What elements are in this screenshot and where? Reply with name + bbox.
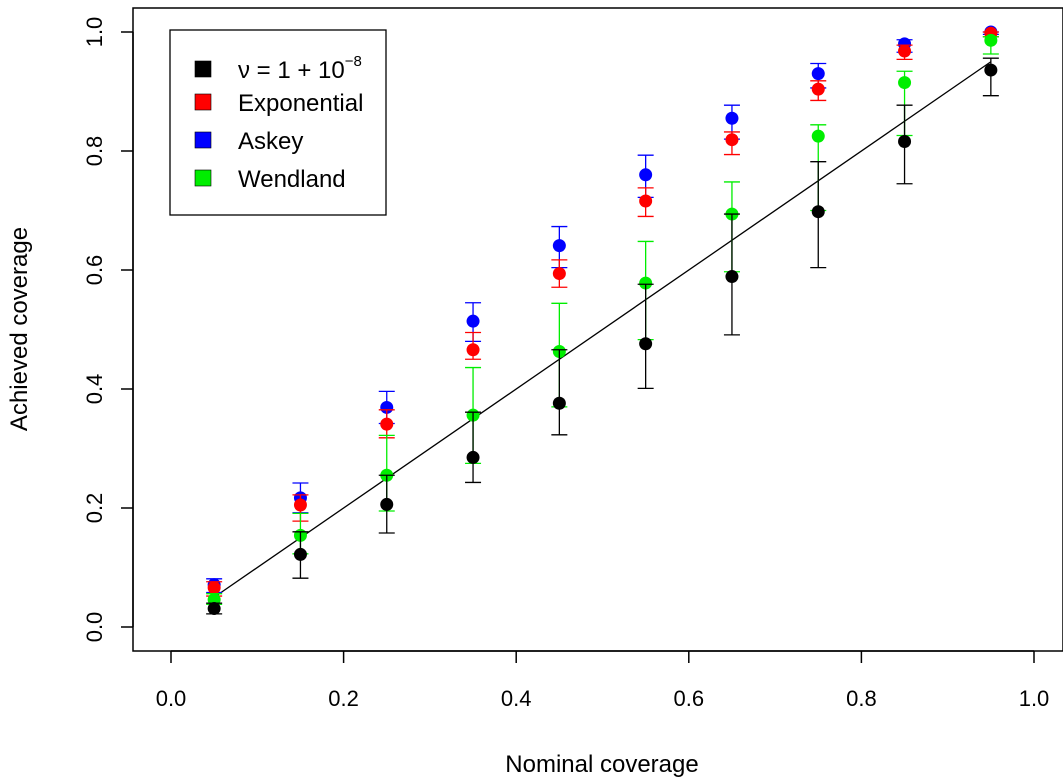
data-point xyxy=(811,205,825,219)
y-tick-label: 0.6 xyxy=(82,255,107,286)
data-point xyxy=(552,396,566,410)
data-point xyxy=(898,134,912,148)
data-point xyxy=(811,129,825,143)
legend-swatch xyxy=(194,60,212,78)
data-point xyxy=(380,497,394,511)
data-point xyxy=(552,267,566,281)
data-point xyxy=(984,33,998,47)
x-tick-label: 1.0 xyxy=(1019,686,1050,711)
legend-label-base: ν = 1 + 10 xyxy=(238,57,345,84)
axes: 0.0 0.2 0.4 0.6 0.8 1.0 0.0 0.2 0.4 0.6 0.8 1.0 xyxy=(82,17,1049,711)
data-point xyxy=(207,581,221,595)
x-tick-label: 0.4 xyxy=(501,686,532,711)
data-point xyxy=(293,498,307,512)
legend-label: Exponential xyxy=(238,90,363,117)
legend-label: Askey xyxy=(238,128,303,155)
legend-swatch xyxy=(194,131,212,149)
legend: ν = 1 + 10−8 Exponential Askey Wendland xyxy=(169,29,387,216)
data-point xyxy=(811,67,825,81)
data-point xyxy=(639,168,653,182)
data-point xyxy=(639,194,653,208)
y-tick-label: 0.8 xyxy=(82,136,107,167)
reference-line xyxy=(213,61,992,598)
x-tick-label: 0.2 xyxy=(328,686,359,711)
data-point xyxy=(725,111,739,125)
data-point xyxy=(725,270,739,284)
legend-label: Wendland xyxy=(238,166,346,193)
data-point xyxy=(898,76,912,90)
y-axis-title: Achieved coverage xyxy=(6,227,33,431)
legend-swatch xyxy=(194,93,212,111)
x-tick-label: 0.6 xyxy=(674,686,705,711)
y-tick-label: 0.4 xyxy=(82,374,107,405)
x-axis-title: Nominal coverage xyxy=(505,751,698,778)
data-point xyxy=(811,82,825,96)
reference-line-group xyxy=(213,61,992,598)
data-point xyxy=(466,343,480,357)
data-point xyxy=(898,44,912,58)
data-point xyxy=(984,63,998,77)
data-point xyxy=(207,602,221,616)
x-tick-label: 0.8 xyxy=(846,686,877,711)
data-point xyxy=(380,417,394,431)
series-0 xyxy=(206,57,999,616)
data-point xyxy=(552,239,566,253)
y-tick-label: 0.0 xyxy=(82,612,107,643)
y-tick-label: 0.2 xyxy=(82,493,107,524)
data-point xyxy=(380,400,394,414)
data-point xyxy=(725,133,739,147)
legend-swatch xyxy=(194,169,212,187)
legend-label-exponent: −8 xyxy=(345,53,362,70)
data-point xyxy=(639,276,653,290)
x-tick-label: 0.0 xyxy=(156,686,187,711)
y-tick-label: 1.0 xyxy=(82,17,107,48)
data-point xyxy=(293,547,307,561)
legend-label: ν = 1 + 10−8 xyxy=(238,53,362,84)
data-marks xyxy=(206,25,999,616)
data-point xyxy=(639,337,653,351)
data-point xyxy=(466,450,480,464)
data-point xyxy=(466,314,480,328)
